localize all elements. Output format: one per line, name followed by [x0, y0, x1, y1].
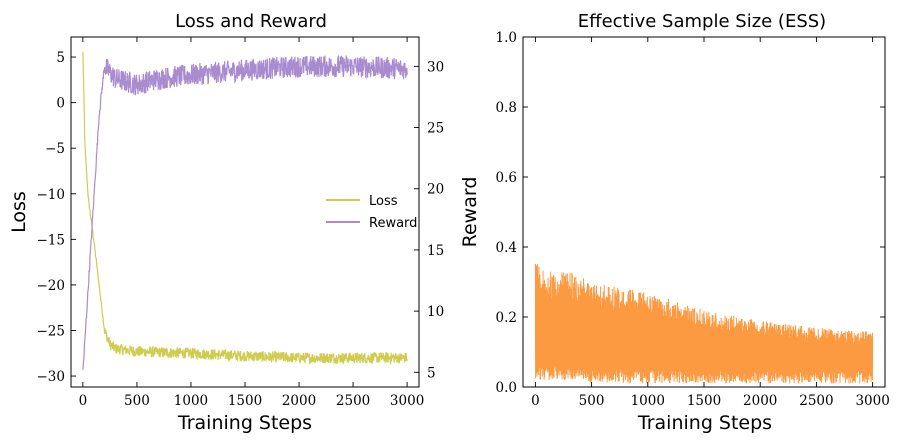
right-x-axis-label: Training Steps: [637, 412, 772, 434]
panel-right: Effective Sample Size (ESS) 0 500 1000 1500…: [496, 11, 890, 434]
left-axes-frame: [70, 36, 420, 388]
right-x-tick-label: 0: [531, 393, 540, 409]
left-y-tick-label: 0: [56, 96, 65, 112]
left-y-tick-label: −20: [37, 278, 66, 294]
legend-loss-label: Loss: [369, 194, 398, 209]
right-x-tick-label: 2000: [743, 393, 777, 409]
series-line-ess: [534, 263, 874, 384]
legend-reward-label: Reward: [369, 216, 417, 231]
left-y-tick-label: 5: [56, 50, 65, 66]
right-plot-area: [534, 263, 874, 384]
right-y-tick-label: 0.8: [496, 100, 517, 116]
right-y-axis-label: Reward: [459, 177, 481, 248]
left-x-tick-label: 2500: [336, 393, 370, 409]
right-x-tick-label: 3000: [855, 393, 889, 409]
left-y-tick-label: −5: [45, 141, 65, 157]
left-x-tick-label: 1000: [174, 393, 208, 409]
right-y-tick-label: 0.0: [496, 380, 517, 396]
right-x-tick-label: 500: [579, 393, 605, 409]
left-x-tick-label: 2000: [282, 393, 316, 409]
left-y2-tick-label: 30: [427, 59, 444, 75]
right-y-ticks: 1.0 0.8 0.6 0.4 0.2 0.0: [496, 30, 885, 396]
left-x-tick-label: 1500: [228, 393, 262, 409]
right-y-tick-label: 0.6: [496, 170, 517, 186]
left-y2-tick-label: 10: [427, 304, 444, 320]
left-y2-tick-label: 20: [427, 182, 444, 198]
left-y-tick-label: −15: [37, 232, 66, 248]
left-x-tick-label: 0: [79, 393, 88, 409]
left-y-ticks: 5 0 −5 −10 −15 −20 −25 −30: [37, 50, 76, 385]
right-y-tick-label: 0.4: [496, 240, 517, 256]
right-y-tick-label: 1.0: [496, 30, 517, 46]
left-y2-ticks: 30 25 20 15 10 5: [414, 59, 444, 381]
left-y-tick-label: −30: [37, 369, 66, 385]
right-x-tick-label: 2500: [799, 393, 833, 409]
left-y-axis-label: Loss: [8, 191, 30, 233]
left-y2-tick-label: 15: [427, 243, 444, 259]
right-x-tick-label: 1000: [631, 393, 665, 409]
left-y-tick-label: −25: [37, 323, 66, 339]
right-chart-title: Effective Sample Size (ESS): [578, 11, 826, 32]
left-x-tick-label: 3000: [390, 393, 424, 409]
legend: Loss Reward: [326, 194, 417, 231]
right-x-tick-label: 1500: [687, 393, 721, 409]
panel-left: Loss and Reward 0 500 1000 1500 2000 2500 3000…: [8, 11, 481, 434]
series-line-loss: [82, 51, 408, 366]
left-x-ticks: 0 500 1000 1500 2000 2500 3000: [79, 37, 424, 409]
left-plot-area: [82, 51, 408, 370]
right-y-tick-label: 0.2: [496, 310, 517, 326]
left-y2-tick-label: 25: [427, 121, 444, 137]
left-y2-tick-label: 5: [427, 365, 436, 381]
left-chart-title: Loss and Reward: [175, 11, 327, 32]
series-line-reward: [82, 54, 408, 370]
left-x-axis-label: Training Steps: [177, 412, 312, 434]
right-x-ticks: 0 500 1000 1500 2000 2500 3000: [531, 37, 890, 409]
left-x-tick-label: 500: [124, 393, 150, 409]
left-y-tick-label: −10: [37, 187, 66, 203]
